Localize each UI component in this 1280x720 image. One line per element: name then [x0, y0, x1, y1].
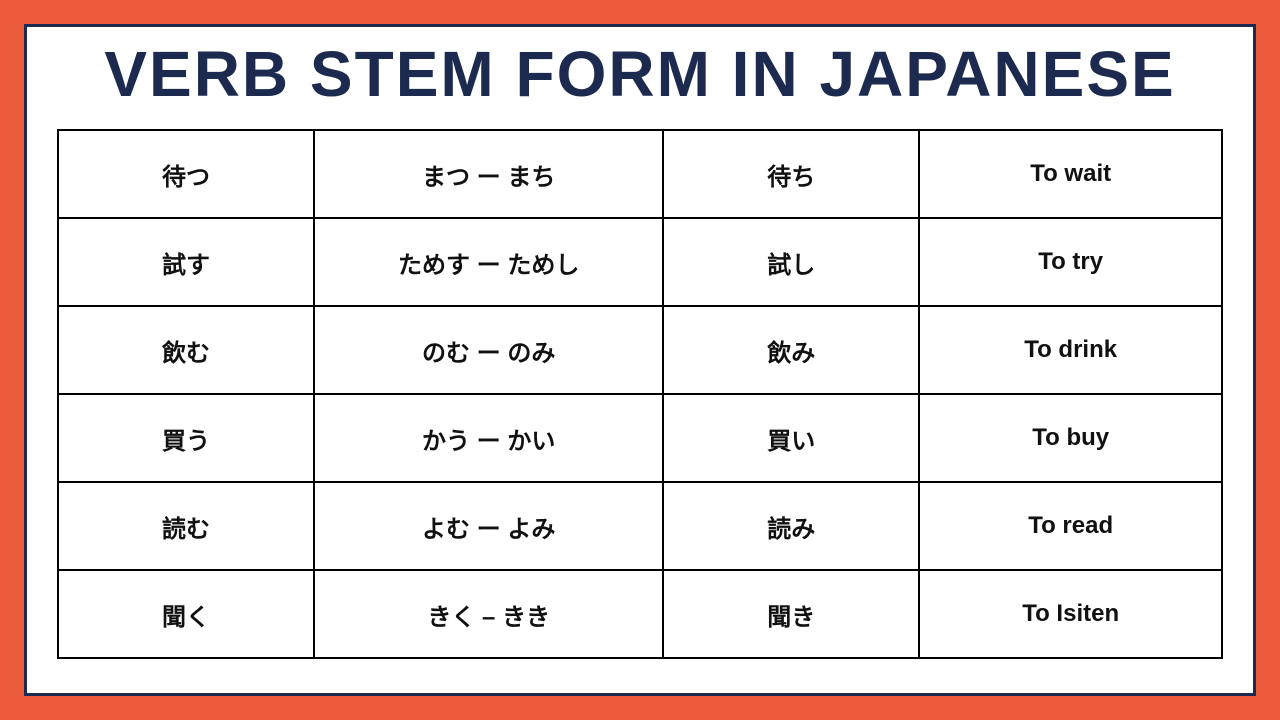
cell-dictionary-form: 飲む — [58, 306, 314, 394]
table-row: 買う かう ー かい 買い To buy — [58, 394, 1222, 482]
cell-stem-form: 待ち — [663, 130, 919, 218]
cell-conjugation: かう ー かい — [314, 394, 663, 482]
cell-meaning: To Isiten — [919, 570, 1222, 658]
cell-meaning: To buy — [919, 394, 1222, 482]
cell-meaning: To read — [919, 482, 1222, 570]
cell-meaning: To wait — [919, 130, 1222, 218]
cell-conjugation: ためす ー ためし — [314, 218, 663, 306]
cell-meaning: To try — [919, 218, 1222, 306]
cell-stem-form: 買い — [663, 394, 919, 482]
table-row: 飲む のむ ー のみ 飲み To drink — [58, 306, 1222, 394]
cell-dictionary-form: 試す — [58, 218, 314, 306]
cell-conjugation: きく – きき — [314, 570, 663, 658]
cell-stem-form: 聞き — [663, 570, 919, 658]
cell-dictionary-form: 読む — [58, 482, 314, 570]
cell-dictionary-form: 待つ — [58, 130, 314, 218]
cell-meaning: To drink — [919, 306, 1222, 394]
cell-dictionary-form: 聞く — [58, 570, 314, 658]
verb-table: 待つ まつ ー まち 待ち To wait 試す ためす ー ためし 試し To… — [57, 129, 1223, 659]
content-frame: VERB STEM FORM IN JAPANESE 待つ まつ ー まち 待ち… — [24, 24, 1256, 696]
cell-stem-form: 飲み — [663, 306, 919, 394]
table-row: 読む よむ ー よみ 読み To read — [58, 482, 1222, 570]
page-title: VERB STEM FORM IN JAPANESE — [57, 39, 1223, 109]
cell-stem-form: 読み — [663, 482, 919, 570]
table-row: 待つ まつ ー まち 待ち To wait — [58, 130, 1222, 218]
cell-dictionary-form: 買う — [58, 394, 314, 482]
cell-conjugation: まつ ー まち — [314, 130, 663, 218]
cell-conjugation: よむ ー よみ — [314, 482, 663, 570]
table-row: 試す ためす ー ためし 試し To try — [58, 218, 1222, 306]
cell-conjugation: のむ ー のみ — [314, 306, 663, 394]
cell-stem-form: 試し — [663, 218, 919, 306]
table-row: 聞く きく – きき 聞き To Isiten — [58, 570, 1222, 658]
